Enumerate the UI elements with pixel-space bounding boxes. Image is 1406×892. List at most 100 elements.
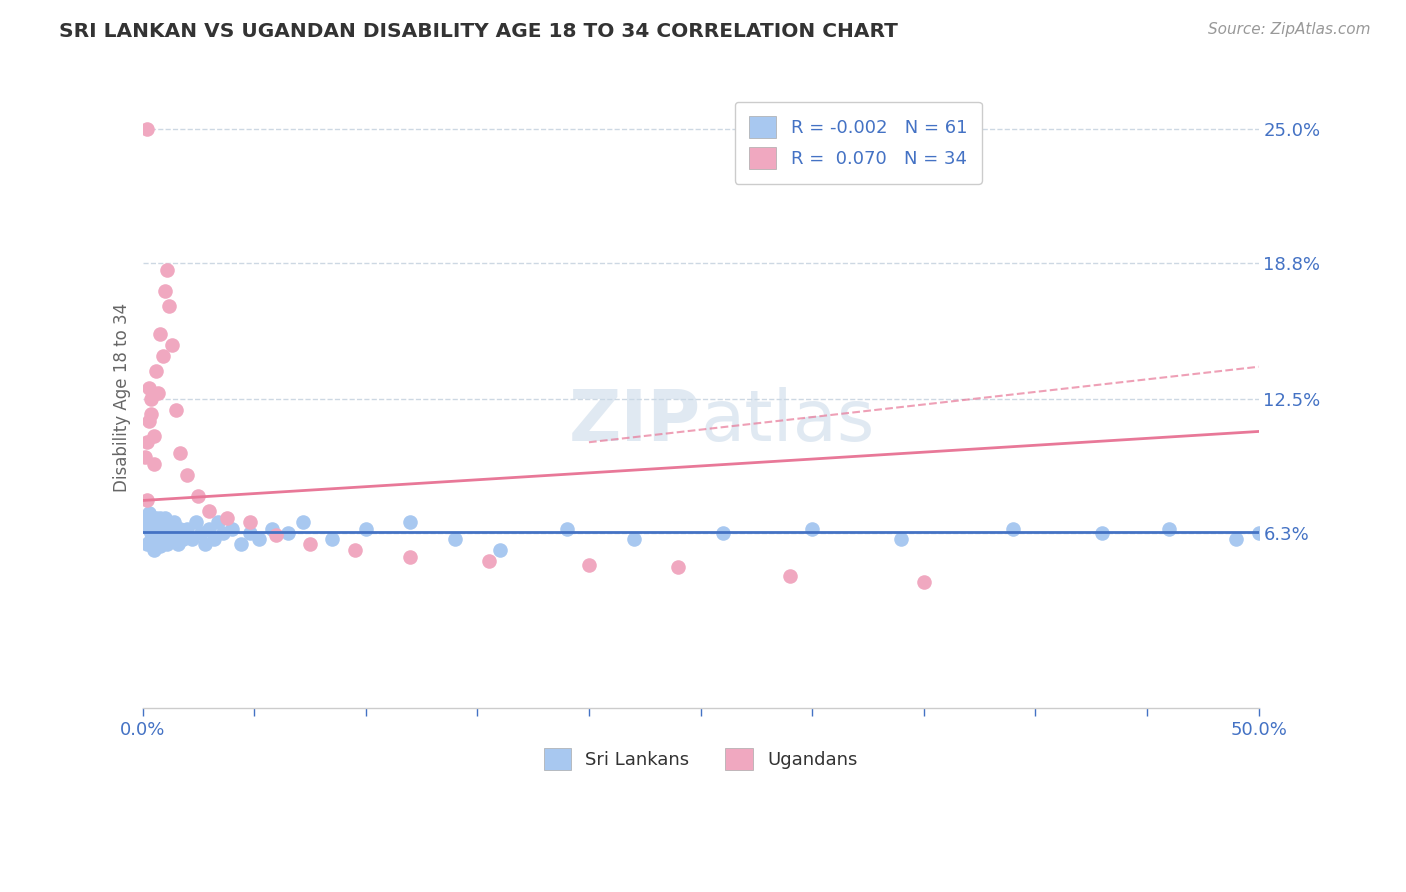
Point [141, 407, 163, 421]
Point [180, 533, 202, 547]
Point [399, 515, 422, 529]
Point [488, 543, 510, 558]
Point [176, 522, 198, 536]
Point [260, 522, 283, 536]
Point [138, 414, 160, 428]
Point [277, 525, 299, 540]
Point [198, 522, 221, 536]
Point [444, 533, 467, 547]
Point [157, 522, 180, 536]
Point [141, 525, 163, 540]
Point [145, 364, 167, 378]
Point [239, 525, 262, 540]
Point [142, 457, 165, 471]
Point [298, 536, 321, 550]
Point [160, 338, 183, 352]
Point [142, 543, 165, 558]
Point [578, 558, 600, 573]
Point [247, 533, 270, 547]
Point [156, 536, 179, 550]
Legend: Sri Lankans, Ugandans: Sri Lankans, Ugandans [534, 739, 866, 780]
Point [142, 429, 165, 443]
Point [156, 262, 179, 277]
Text: ZIP: ZIP [568, 387, 700, 457]
Point [165, 403, 187, 417]
Point [198, 504, 221, 518]
Point [145, 533, 167, 547]
Point [149, 327, 172, 342]
Point [149, 539, 172, 553]
Point [221, 522, 243, 536]
Point [138, 507, 160, 521]
Point [136, 122, 159, 136]
Y-axis label: Disability Age 18 to 34: Disability Age 18 to 34 [114, 302, 131, 491]
Point [134, 450, 156, 465]
Point [169, 522, 191, 536]
Point [146, 385, 169, 400]
Point [292, 515, 315, 529]
Point [1002, 522, 1025, 536]
Point [779, 569, 801, 583]
Point [1091, 525, 1114, 540]
Point [321, 533, 343, 547]
Point [1225, 533, 1247, 547]
Point [141, 533, 163, 547]
Point [217, 510, 239, 524]
Point [160, 533, 183, 547]
Point [555, 522, 578, 536]
Point [152, 533, 174, 547]
Text: atlas: atlas [700, 387, 875, 457]
Point [163, 515, 186, 529]
Point [153, 285, 176, 299]
Point [145, 522, 167, 536]
Point [146, 525, 169, 540]
Point [239, 515, 262, 529]
Point [134, 515, 156, 529]
Point [153, 525, 176, 540]
Point [184, 515, 207, 529]
Point [136, 536, 159, 550]
Point [141, 392, 163, 406]
Point [187, 489, 209, 503]
Point [266, 528, 288, 542]
Point [1159, 522, 1181, 536]
Point [890, 533, 912, 547]
Point [176, 467, 198, 482]
Point [152, 349, 174, 363]
Point [623, 533, 645, 547]
Point [146, 536, 169, 550]
Point [152, 515, 174, 529]
Point [142, 525, 165, 540]
Point [169, 446, 191, 460]
Point [136, 493, 159, 508]
Point [141, 510, 163, 524]
Point [212, 525, 235, 540]
Point [194, 536, 217, 550]
Point [142, 515, 165, 529]
Text: SRI LANKAN VS UGANDAN DISABILITY AGE 18 TO 34 CORRELATION CHART: SRI LANKAN VS UGANDAN DISABILITY AGE 18 … [59, 22, 898, 41]
Point [399, 549, 422, 564]
Point [157, 299, 180, 313]
Point [172, 533, 194, 547]
Point [153, 510, 176, 524]
Point [207, 515, 229, 529]
Point [149, 522, 172, 536]
Point [190, 525, 212, 540]
Point [343, 543, 366, 558]
Point [1247, 525, 1270, 540]
Point [167, 536, 190, 550]
Text: Source: ZipAtlas.com: Source: ZipAtlas.com [1208, 22, 1371, 37]
Point [229, 536, 252, 550]
Point [477, 554, 499, 568]
Point [138, 381, 160, 395]
Point [136, 435, 159, 450]
Point [145, 510, 167, 524]
Point [711, 525, 734, 540]
Point [165, 525, 187, 540]
Point [138, 522, 160, 536]
Point [912, 575, 935, 590]
Point [149, 510, 172, 524]
Point [202, 533, 225, 547]
Point [801, 522, 824, 536]
Point [354, 522, 377, 536]
